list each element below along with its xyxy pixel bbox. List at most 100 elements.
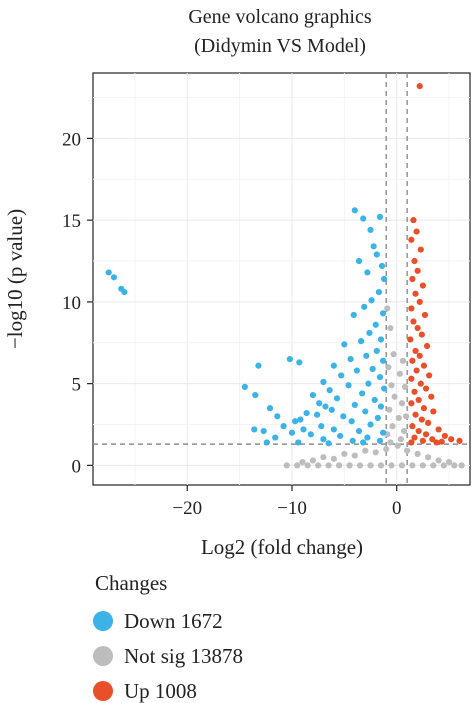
point-not-sig: [395, 414, 402, 422]
point-down: [340, 413, 347, 420]
point-up: [419, 282, 426, 289]
point-down: [345, 382, 352, 389]
point-not-sig: [430, 462, 437, 469]
point-down: [314, 411, 321, 418]
point-up: [412, 347, 419, 355]
point-not-sig: [404, 447, 411, 454]
legend-swatch-down: [93, 611, 113, 631]
plot-area: −20 −10 0 0 5 10 15 20: [62, 72, 471, 519]
point-not-sig: [385, 364, 392, 371]
point-up: [408, 236, 415, 243]
point-up: [425, 419, 432, 426]
point-not-sig: [330, 455, 337, 462]
point-not-sig: [391, 393, 398, 400]
point-up: [410, 318, 417, 325]
legend-label: Up 1008: [124, 679, 197, 703]
point-down: [121, 288, 128, 296]
point-down: [318, 423, 325, 430]
point-up: [408, 375, 415, 382]
point-down: [309, 391, 317, 399]
point-down: [110, 274, 118, 281]
point-up: [409, 275, 416, 283]
point-up: [456, 437, 463, 444]
point-down: [303, 409, 310, 417]
point-down: [364, 434, 371, 441]
point-down: [255, 362, 262, 369]
point-up: [420, 362, 428, 369]
point-down: [370, 243, 377, 250]
point-not-sig: [419, 462, 426, 469]
point-not-sig: [401, 383, 409, 391]
point-up: [435, 426, 442, 433]
point-down: [366, 329, 373, 337]
point-down: [307, 431, 314, 438]
point-down: [373, 251, 380, 258]
point-down: [350, 311, 357, 319]
point-down: [105, 269, 112, 276]
point-not-sig: [367, 462, 374, 469]
point-down: [316, 400, 323, 407]
point-not-sig: [451, 462, 458, 469]
point-down: [372, 321, 379, 328]
y-tick-label: 0: [72, 456, 82, 477]
point-not-sig: [377, 462, 385, 469]
point-down: [296, 359, 303, 366]
point-not-sig: [372, 449, 379, 456]
point-down: [374, 414, 381, 422]
x-tick-label: 0: [392, 498, 402, 519]
point-down: [361, 303, 368, 310]
point-down: [295, 439, 302, 446]
point-down: [377, 403, 385, 410]
point-not-sig: [399, 357, 407, 364]
point-down: [368, 297, 375, 304]
point-up: [413, 228, 420, 235]
point-down: [349, 437, 356, 444]
point-up: [415, 396, 422, 404]
point-up: [417, 246, 424, 253]
point-up: [417, 380, 424, 387]
point-down: [320, 378, 327, 386]
point-not-sig: [409, 462, 416, 469]
point-up: [438, 438, 445, 445]
point-up: [411, 257, 418, 265]
point-not-sig: [398, 462, 406, 469]
point-down: [367, 226, 374, 234]
point-down: [330, 426, 337, 433]
point-not-sig: [458, 462, 465, 469]
point-not-sig: [414, 450, 421, 458]
legend-items: Down 1672 Not sig 13878 Up 1008: [93, 609, 243, 703]
point-up: [448, 436, 455, 443]
legend: Changes Down 1672 Not sig 13878 Up 1008: [93, 571, 243, 703]
point-down: [359, 390, 366, 397]
point-up: [411, 388, 418, 395]
point-not-sig: [351, 452, 358, 459]
point-not-sig: [445, 459, 453, 466]
point-down: [292, 418, 299, 425]
point-down: [326, 387, 333, 394]
point-down: [280, 423, 287, 430]
point-down: [381, 385, 388, 392]
point-up: [413, 367, 420, 374]
point-not-sig: [383, 445, 390, 453]
point-down: [300, 426, 307, 433]
point-not-sig: [309, 457, 317, 464]
point-up: [416, 352, 423, 359]
point-not-sig: [435, 457, 442, 464]
point-down: [369, 365, 376, 373]
point-down: [381, 275, 388, 283]
point-not-sig: [320, 454, 327, 461]
point-down: [371, 396, 378, 404]
point-not-sig: [386, 406, 393, 413]
point-down: [320, 436, 327, 443]
point-up: [426, 372, 433, 379]
legend-swatch-not: [93, 646, 113, 666]
point-down: [357, 338, 365, 345]
x-axis-ticks: −20 −10 0: [172, 485, 401, 519]
y-tick-label: 15: [62, 211, 81, 232]
x-axis-title: Log2 (fold change): [201, 535, 363, 559]
point-up: [407, 336, 414, 343]
point-up: [408, 400, 415, 407]
point-down: [353, 367, 360, 374]
point-down: [379, 357, 387, 364]
